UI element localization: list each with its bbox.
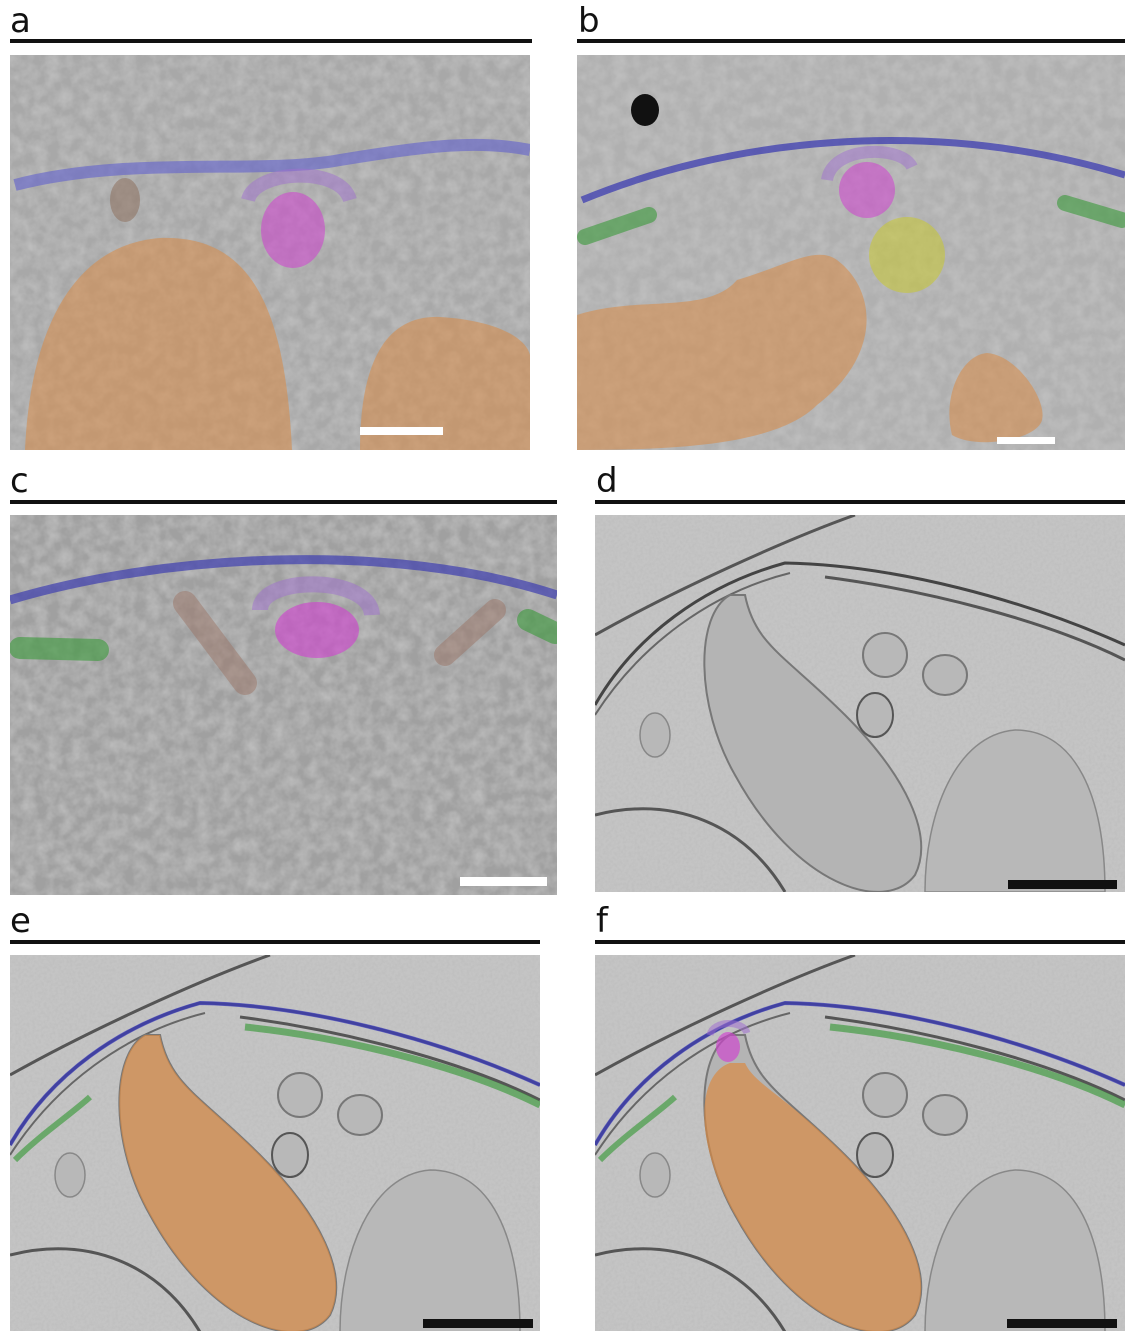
panel-rule <box>10 500 557 504</box>
organelle <box>110 178 140 222</box>
micrograph <box>10 515 557 895</box>
micrograph <box>595 515 1125 892</box>
cell-structure <box>595 515 1125 892</box>
panel-label: f <box>596 901 609 941</box>
panel-label: a <box>10 1 31 41</box>
panel-rule <box>577 39 1125 43</box>
particle <box>631 94 659 126</box>
scale-bar <box>1008 880 1117 889</box>
panel-rule <box>595 940 1125 944</box>
figure: a b c d e f <box>0 0 1126 1331</box>
organelle <box>528 620 555 633</box>
panel-label: e <box>10 901 31 941</box>
scale-bar <box>997 437 1055 444</box>
organelle <box>839 162 895 218</box>
organelle <box>869 217 945 293</box>
panel-rule <box>10 39 532 43</box>
micrograph <box>10 55 530 450</box>
panel-rule <box>10 940 540 944</box>
organelle <box>261 192 325 268</box>
panel-label: b <box>578 1 600 41</box>
organelle <box>716 1032 740 1062</box>
micrograph <box>10 955 540 1331</box>
panel-rule <box>595 500 1125 504</box>
panel-label: c <box>10 461 29 501</box>
panel-label: d <box>596 461 618 501</box>
scale-bar <box>1007 1319 1117 1328</box>
scale-bar <box>423 1319 533 1328</box>
micrograph <box>577 55 1125 450</box>
organelle <box>20 648 98 650</box>
organelle <box>275 602 359 658</box>
scale-bar <box>460 877 547 886</box>
scale-bar <box>360 427 443 435</box>
micrograph <box>595 955 1125 1331</box>
